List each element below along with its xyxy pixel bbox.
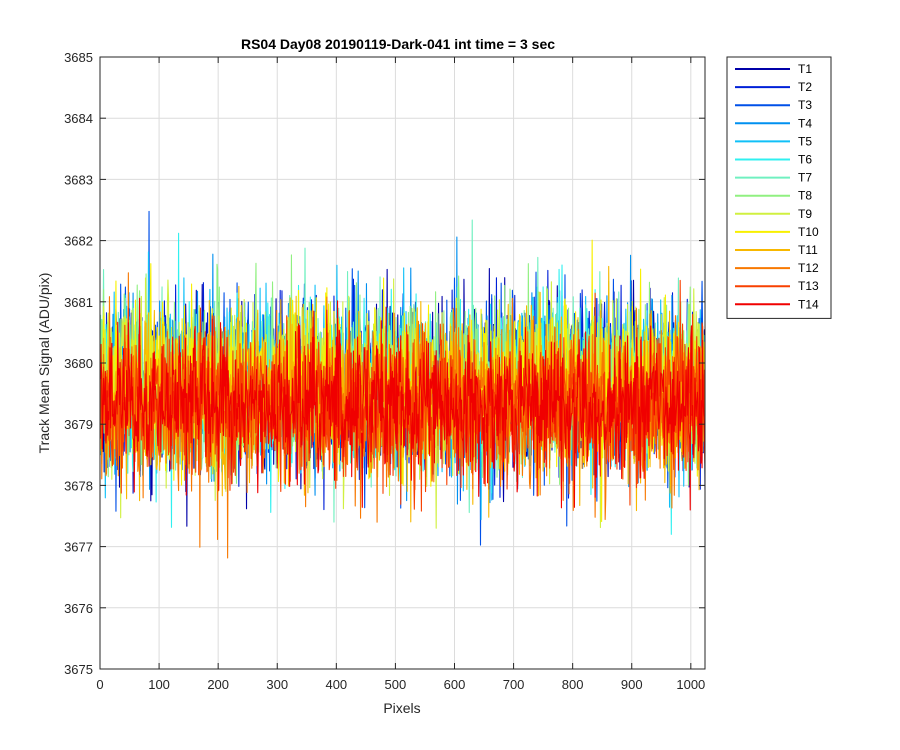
legend-label-t11: T11 (798, 243, 818, 257)
y-tick-label: 3679 (64, 417, 93, 432)
x-tick-label: 100 (148, 677, 170, 692)
x-tick-label: 900 (621, 677, 643, 692)
x-tick-label: 800 (562, 677, 584, 692)
legend-label-t7: T7 (798, 171, 812, 185)
y-axis: 3675 3676 3677 3678 3679 3680 3681 3682 3683 3684… (64, 50, 705, 677)
y-tick-label: 3677 (64, 540, 93, 555)
legend-label-t2: T2 (798, 80, 812, 94)
y-tick-label: 3685 (64, 50, 93, 65)
x-tick-label: 200 (207, 677, 229, 692)
legend-label-t1: T1 (798, 62, 812, 76)
y-tick-label: 3676 (64, 601, 93, 616)
x-tick-label: 300 (266, 677, 288, 692)
y-tick-label: 3684 (64, 111, 93, 126)
x-axis-label: Pixels (383, 700, 420, 716)
legend-label-t8: T8 (798, 189, 812, 203)
x-tick-label: 600 (444, 677, 466, 692)
y-axis-label: Track Mean Signal (ADU/pix) (36, 273, 52, 454)
y-tick-label: 3680 (64, 356, 93, 371)
x-tick-label: 500 (385, 677, 407, 692)
chart-title: RS04 Day08 20190119-Dark-041 int time = … (241, 36, 555, 52)
legend-label-t13: T13 (798, 279, 819, 293)
legend-label-t14: T14 (798, 297, 819, 311)
series-line-t13 (100, 279, 705, 512)
legend-label-t12: T12 (798, 261, 819, 275)
x-axis: 0 100 200 300 400 500 600 700 800 900 1000 (96, 57, 705, 692)
x-tick-label: 1000 (676, 677, 705, 692)
series-line-t14 (100, 297, 705, 511)
x-tick-label: 0 (96, 677, 103, 692)
legend-label-t4: T4 (798, 116, 812, 130)
y-tick-label: 3678 (64, 478, 93, 493)
y-tick-label: 3683 (64, 172, 93, 187)
legend-label-t6: T6 (798, 153, 812, 167)
legend-label-t10: T10 (798, 225, 819, 239)
series-layer (100, 210, 705, 559)
legend: T1 T2 T3 T4 T5 T6 T7 T8 T9 T10 T11 T12 T13 T14 (726, 56, 832, 319)
y-tick-label: 3675 (64, 662, 93, 677)
legend-box (726, 56, 832, 319)
legend-label-t5: T5 (798, 134, 812, 148)
x-tick-label: 700 (503, 677, 525, 692)
legend-label-t3: T3 (798, 98, 812, 112)
y-tick-label: 3681 (64, 295, 93, 310)
x-tick-label: 400 (325, 677, 347, 692)
y-tick-label: 3682 (64, 234, 93, 249)
legend-label-t9: T9 (798, 207, 812, 221)
